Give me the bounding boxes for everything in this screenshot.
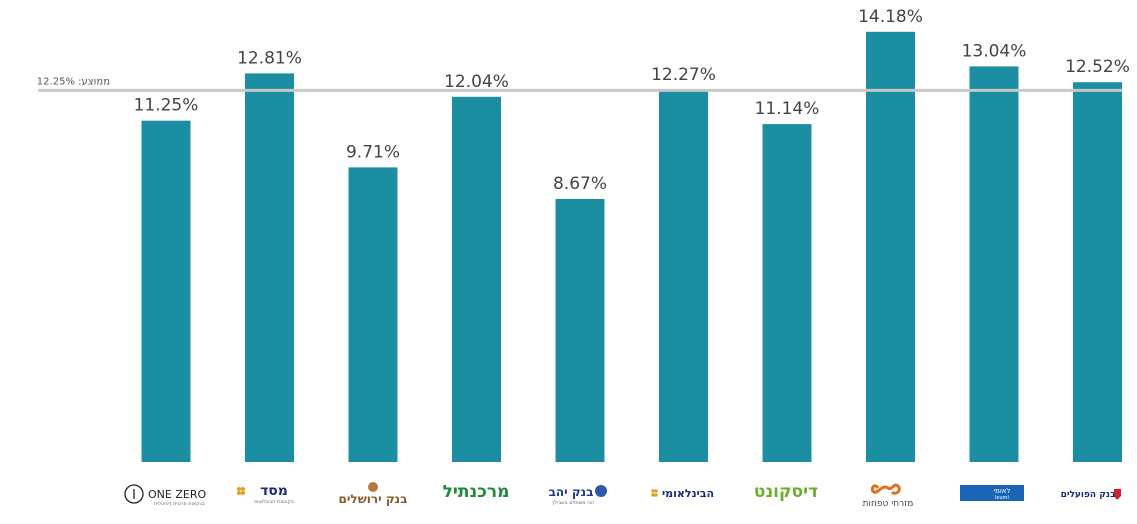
logo-mizrahi-text: מזרחי טפחות [863,499,914,509]
logo-mercantile: מרכנתיל [443,482,510,502]
mizrahi-infinity-icon [870,483,901,495]
logo-yahav: בנק יהב הכי משתלם בשבילך [549,485,607,506]
bar-7 [762,124,812,462]
bar-4 [452,96,501,463]
jerusalem-emblem-icon [368,482,378,492]
logo-hapoalim: בנק הפועלים [1061,489,1121,500]
value-label-9: 13.04% [962,41,1027,61]
logo-onezero-sub: בנקאות פרטית דיגיטלית [154,501,205,507]
bar-2 [245,73,294,463]
logo-leumi: לאומי leumi [960,485,1024,501]
bar-3 [348,167,398,462]
bar-10 [1073,82,1122,462]
logo-beinleumi: הבינלאומי [651,487,714,500]
value-label-3: 9.71% [346,142,400,162]
logo-jerusalem-text: בנק ירושלים [339,492,408,506]
value-label-1: 11.25% [134,96,199,116]
hapoalim-mark-icon [1114,489,1121,500]
value-labels-group: 11.25% 12.81% 9.71% 12.04% 8.67% 12.27% 11.14%… [134,7,1130,194]
bars-group [141,31,1122,463]
logo-leumi-sub: leumi [995,495,1009,501]
masad-flower-icon [237,487,245,495]
logo-discount: דיסקונט [754,482,818,502]
logo-yahav-sub: הכי משתלם בשבילך [552,500,595,506]
bar-6 [659,89,708,463]
logo-yahav-text: בנק יהב [549,485,594,499]
yahav-globe-icon [595,485,607,497]
logo-beinleumi-text: הבינלאומי [662,487,714,500]
value-label-8: 14.18% [858,7,923,27]
logo-discount-text: דיסקונט [754,482,818,502]
value-label-4: 12.04% [444,72,509,92]
value-label-7: 11.14% [755,99,820,119]
logo-masad: מסד בקבוצת הבינלאומי [237,483,294,505]
logos-row: ONE ZERO בנקאות פרטית דיגיטלית מסד בקבוצ… [124,482,1121,509]
beinleumi-flower-icon [651,489,658,497]
average-label: ממוצע: 12.25% [37,76,110,87]
value-label-6: 12.27% [651,65,716,85]
logo-masad-text: מסד [260,483,288,499]
bar-1 [141,120,191,462]
logo-masad-sub: בקבוצת הבינלאומי [254,499,294,505]
value-label-10: 12.52% [1065,57,1130,77]
logo-mercantile-text: מרכנתיל [443,482,510,502]
bar-8 [866,31,915,463]
bar-9 [969,66,1019,463]
value-label-2: 12.81% [237,48,302,68]
bar-5 [555,199,605,462]
logo-onezero: ONE ZERO בנקאות פרטית דיגיטלית [124,484,206,507]
value-label-5: 8.67% [553,174,607,194]
logo-leumi-text: לאומי [994,487,1011,495]
logo-mizrahi: מזרחי טפחות [863,483,914,509]
logo-onezero-text: ONE ZERO [148,488,206,501]
logo-jerusalem: בנק ירושלים [339,482,408,506]
logo-hapoalim-text: בנק הפועלים [1061,490,1116,500]
